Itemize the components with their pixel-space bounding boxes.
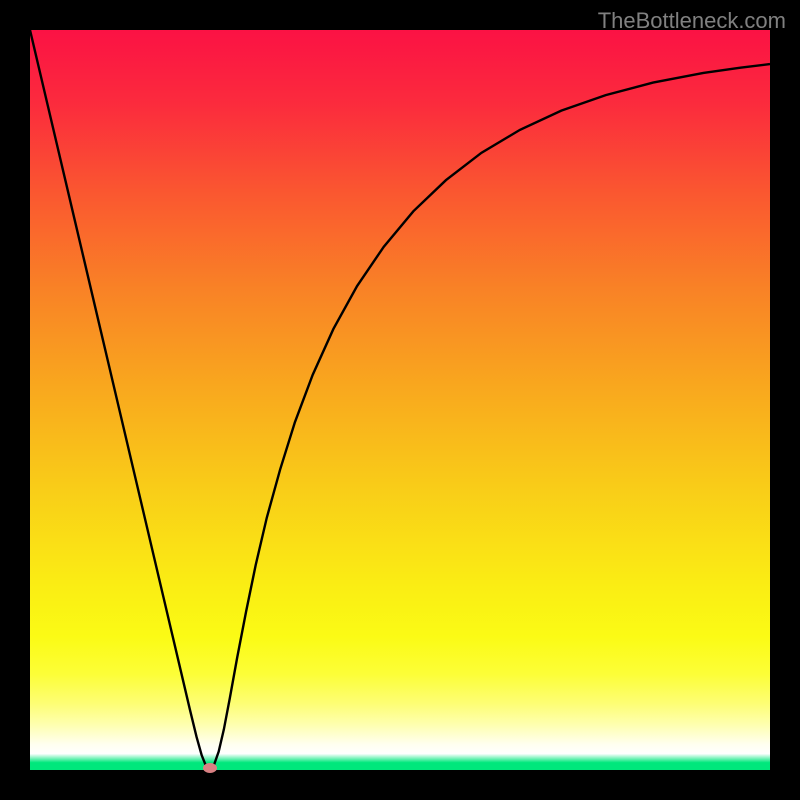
plot-area xyxy=(30,30,770,770)
bottleneck-curve xyxy=(30,30,770,770)
optimum-marker xyxy=(203,763,217,773)
watermark-text: TheBottleneck.com xyxy=(598,8,786,34)
chart-container: TheBottleneck.com xyxy=(0,0,800,800)
